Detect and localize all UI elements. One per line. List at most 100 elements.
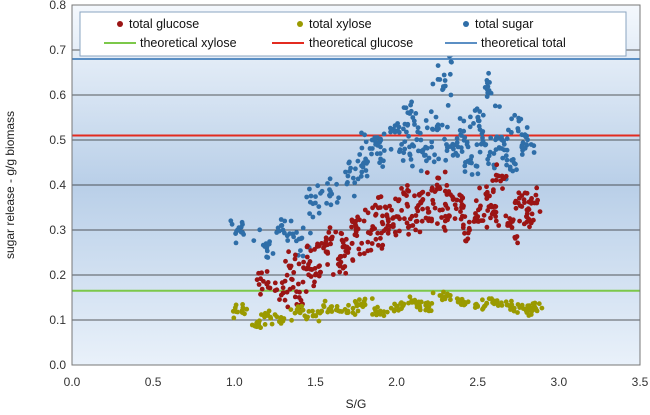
point-total-xylose (407, 294, 413, 300)
point-total-sugar (372, 135, 378, 141)
point-total-xylose (300, 307, 306, 313)
point-total-glucose (285, 304, 291, 310)
point-total-sugar (267, 239, 272, 245)
point-total-sugar (402, 139, 408, 145)
point-total-sugar (486, 161, 491, 167)
point-total-glucose (503, 173, 509, 179)
point-total-sugar (492, 103, 498, 109)
point-total-sugar (378, 137, 384, 143)
point-total-glucose (369, 241, 375, 246)
point-total-sugar (270, 251, 276, 256)
point-total-sugar (334, 181, 339, 187)
point-total-glucose (293, 252, 298, 258)
point-total-sugar (519, 152, 525, 157)
point-total-glucose (423, 215, 429, 221)
point-total-xylose (443, 294, 448, 299)
point-total-glucose (401, 190, 406, 196)
point-total-glucose (304, 254, 310, 260)
point-total-glucose (365, 210, 371, 216)
point-total-sugar (436, 156, 441, 162)
point-total-xylose (441, 289, 446, 295)
legend-marker-glucose (117, 21, 123, 27)
point-total-sugar (344, 181, 350, 187)
point-total-sugar (395, 121, 400, 126)
point-total-sugar (408, 108, 414, 114)
point-total-xylose (423, 307, 429, 313)
point-total-glucose (498, 178, 503, 184)
point-total-xylose (299, 303, 305, 309)
point-total-glucose (493, 177, 499, 183)
point-total-glucose (425, 206, 430, 211)
point-total-sugar (509, 116, 514, 122)
point-total-xylose (328, 307, 334, 313)
point-total-sugar (450, 152, 456, 158)
point-total-sugar (381, 148, 387, 153)
point-total-glucose (437, 186, 443, 192)
point-total-glucose (517, 218, 522, 224)
point-total-glucose (385, 230, 391, 236)
point-total-sugar (442, 136, 447, 142)
point-total-sugar (396, 124, 402, 130)
point-total-glucose (444, 183, 450, 188)
point-total-sugar (503, 153, 509, 159)
point-total-sugar (484, 87, 490, 92)
point-total-glucose (311, 283, 317, 289)
point-total-sugar (325, 181, 330, 186)
point-total-sugar (445, 124, 450, 130)
point-total-sugar (316, 204, 322, 210)
point-total-glucose (514, 234, 520, 239)
point-total-sugar (380, 164, 386, 170)
point-total-glucose (325, 242, 330, 248)
point-total-glucose (465, 236, 471, 242)
point-total-glucose (296, 281, 301, 287)
point-total-glucose (473, 211, 478, 216)
point-total-sugar (401, 126, 406, 132)
point-total-sugar (495, 136, 500, 141)
point-total-sugar (497, 104, 502, 109)
point-total-sugar (388, 146, 394, 152)
point-total-sugar (433, 114, 439, 120)
point-total-glucose (326, 230, 332, 235)
point-total-glucose (419, 218, 425, 224)
point-total-xylose (253, 323, 258, 329)
point-total-sugar (423, 118, 429, 123)
point-total-sugar (228, 218, 234, 224)
point-total-glucose (413, 227, 418, 233)
point-total-glucose (425, 210, 431, 215)
point-total-sugar (264, 244, 270, 249)
point-total-sugar (499, 134, 504, 140)
point-total-sugar (467, 124, 473, 130)
point-total-glucose (440, 207, 445, 213)
point-total-glucose (445, 206, 451, 211)
point-total-sugar (360, 164, 366, 170)
y-tick-label: 0.6 (49, 88, 66, 102)
point-total-sugar (519, 144, 525, 150)
point-total-sugar (290, 231, 296, 237)
point-total-glucose (356, 246, 362, 252)
point-total-glucose (339, 237, 345, 243)
point-total-glucose (313, 271, 319, 277)
point-total-sugar (319, 188, 325, 194)
point-total-sugar (423, 144, 428, 150)
point-total-glucose (425, 191, 431, 197)
point-total-xylose (374, 310, 380, 316)
point-total-sugar (462, 135, 468, 141)
point-total-sugar (462, 169, 468, 175)
point-total-glucose (404, 201, 410, 207)
point-total-xylose (240, 305, 246, 311)
point-total-sugar (475, 114, 481, 120)
point-total-glucose (337, 263, 343, 268)
point-total-glucose (298, 297, 304, 303)
point-total-sugar (454, 136, 460, 141)
point-total-sugar (352, 180, 358, 186)
point-total-xylose (313, 313, 319, 319)
point-total-xylose (392, 301, 397, 307)
point-total-glucose (343, 236, 349, 242)
point-total-glucose (338, 254, 343, 260)
point-total-xylose (262, 314, 267, 320)
point-total-glucose (452, 202, 458, 208)
point-total-sugar (477, 149, 483, 155)
point-total-glucose (337, 269, 343, 275)
point-total-xylose (262, 310, 268, 316)
point-total-glucose (488, 215, 493, 221)
